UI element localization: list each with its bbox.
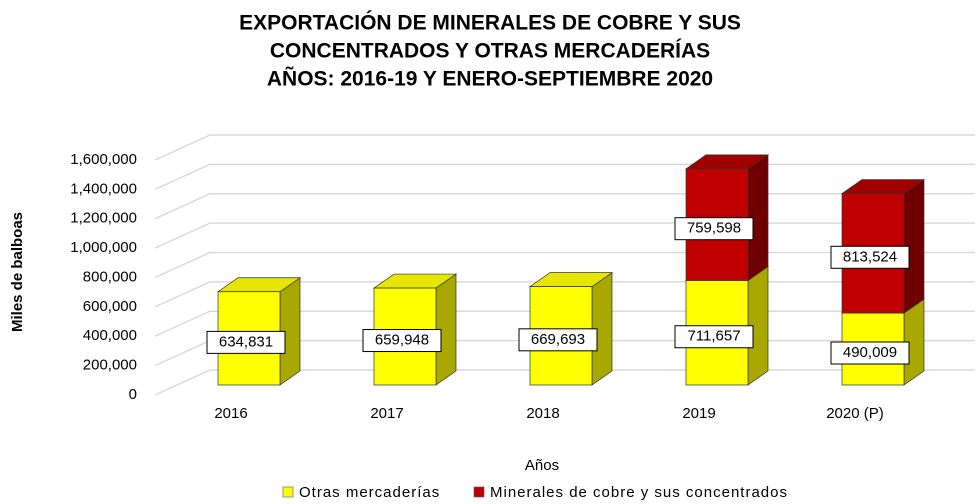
y-tick-label: 1,200,000 [70, 210, 137, 227]
data-label-box [830, 341, 910, 365]
y-axis-title: Miles de balboas [9, 212, 26, 332]
x-tick-label: 2019 [682, 405, 715, 422]
data-label: 813,524 [843, 248, 897, 265]
data-label: 669,693 [531, 331, 585, 348]
y-tick-label: 800,000 [83, 268, 137, 285]
data-label-box [674, 217, 754, 241]
grid-line [154, 163, 975, 191]
data-label: 711,657 [687, 328, 740, 345]
x-tick-label: 2020 (P) [826, 405, 884, 422]
data-label-box [362, 329, 442, 353]
y-tick-label: 400,000 [83, 327, 137, 344]
legend-swatch [282, 486, 294, 498]
grid-line [154, 134, 975, 161]
x-tick-label: 2016 [214, 405, 247, 422]
data-label: 659,948 [375, 332, 429, 349]
y-tick-label: 1,400,000 [70, 180, 137, 197]
data-label: 490,009 [843, 344, 897, 361]
x-axis-title: Años [525, 457, 559, 474]
y-tick-label: 200,000 [83, 357, 137, 374]
chart-title: CONCENTRADOS Y OTRAS MERCADERÍAS [270, 40, 710, 63]
data-label-box [674, 325, 754, 349]
x-tick-label: 2017 [370, 405, 403, 422]
y-tick-label: 600,000 [83, 298, 137, 315]
chart-title: AÑOS: 2016-19 Y ENERO-SEPTIEMBRE 2020 [267, 68, 713, 91]
data-label: 634,831 [219, 333, 273, 350]
data-label-box [206, 330, 286, 354]
data-label-box [830, 245, 910, 269]
y-tick-label: 1,000,000 [70, 239, 137, 256]
y-tick-label: 1,600,000 [70, 151, 137, 168]
chart-title: EXPORTACIÓN DE MINERALES DE COBRE Y SUS [239, 11, 741, 35]
data-label: 759,598 [687, 220, 741, 237]
legend-label: Otras mercaderías [299, 484, 440, 501]
legend-label: Minerales de cobre y sus concentrados [490, 484, 788, 501]
x-tick-label: 2018 [526, 405, 559, 422]
legend-swatch [473, 486, 485, 498]
data-label-box [518, 328, 598, 352]
y-tick-label: 0 [129, 386, 137, 403]
